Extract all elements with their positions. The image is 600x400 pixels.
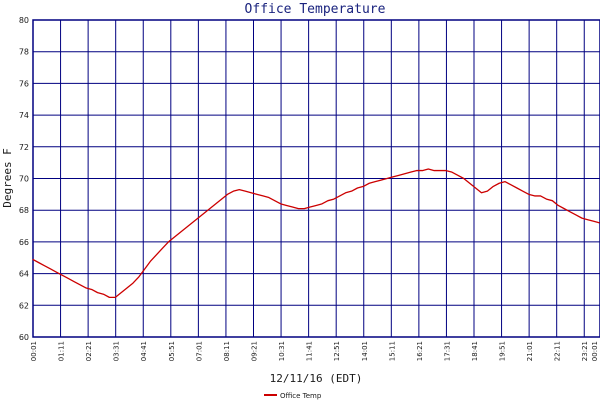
series-line-office-temp: [32, 168, 600, 299]
series: [32, 168, 600, 299]
grid: [32, 19, 600, 338]
y-tick-label: 78: [19, 48, 29, 57]
x-tick-label: 18:41: [471, 341, 479, 361]
x-tick-label: 19:51: [499, 341, 507, 361]
x-tick-label: 05:51: [168, 341, 176, 361]
x-tick-label: 00:01: [30, 341, 38, 361]
x-tick-label: 15:11: [388, 341, 396, 361]
y-tick-label: 74: [19, 111, 29, 120]
y-tick-label: 80: [19, 16, 29, 25]
x-tick-label: 01:11: [58, 341, 66, 361]
chart-title: Office Temperature: [245, 2, 386, 17]
x-tick-label: 00:01: [591, 341, 599, 361]
y-tick-labels: 60 62 64 66 68 70 72 74 76 78 80: [19, 16, 29, 342]
x-tick-label: 17:31: [443, 341, 451, 361]
x-tick-label: 16:21: [416, 341, 424, 361]
x-tick-label: 07:01: [195, 341, 203, 361]
x-tick-label: 09:21: [250, 341, 258, 361]
x-tick-label: 14:01: [361, 341, 369, 361]
legend-label: Office Temp: [280, 392, 322, 400]
y-tick-label: 70: [19, 175, 29, 184]
x-tick-label: 02:21: [85, 341, 93, 361]
y-tick-label: 64: [19, 270, 29, 279]
x-tick-label: 04:41: [140, 341, 148, 361]
x-tick-label: 03:31: [113, 341, 121, 361]
legend: Office Temp: [264, 392, 322, 400]
x-tick-label: 08:11: [223, 341, 231, 361]
y-tick-label: 68: [19, 206, 29, 215]
x-axis-label: 12/11/16 (EDT): [270, 372, 363, 385]
y-tick-label: 72: [19, 143, 29, 152]
x-tick-label: 10:31: [278, 341, 286, 361]
y-tick-label: 62: [19, 301, 29, 310]
y-axis-label: Degrees F: [1, 148, 14, 208]
x-tick-label: 23:21: [581, 341, 589, 361]
x-tick-label: 11:41: [306, 341, 314, 361]
x-tick-label: 22:11: [554, 341, 562, 361]
y-tick-label: 66: [19, 238, 29, 247]
x-tick-label: 12:51: [333, 341, 341, 361]
x-tick-labels: 00:01 01:11 02:21 03:31 04:41 05:51 07:01 08:11…: [30, 341, 599, 361]
x-tick-label: 21:01: [526, 341, 534, 361]
y-tick-label: 76: [19, 79, 29, 88]
y-tick-label: 60: [19, 333, 29, 342]
